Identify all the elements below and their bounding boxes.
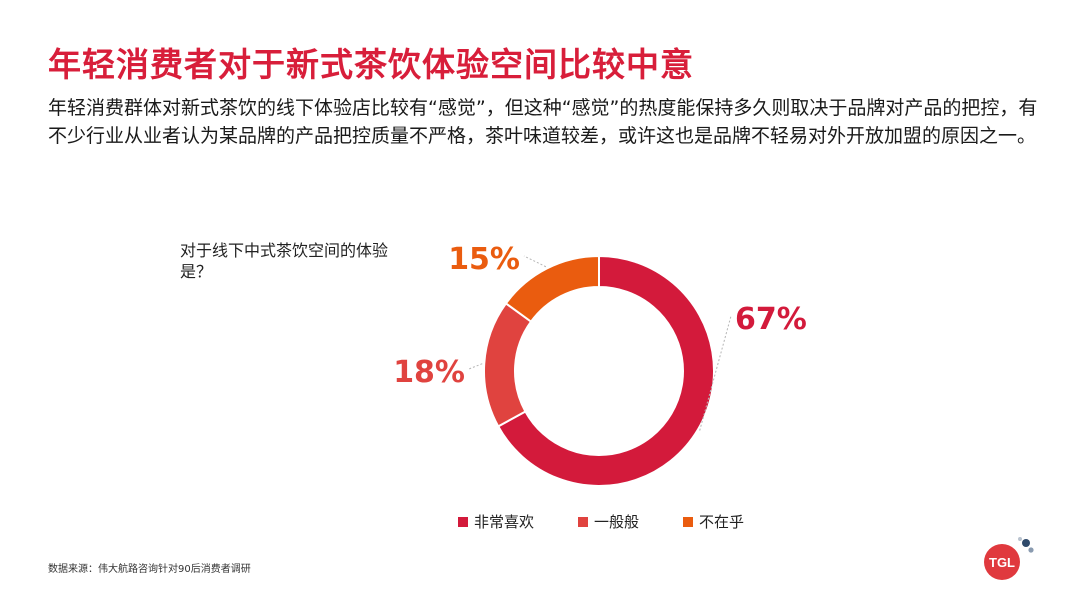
legend-swatch-very-like [458, 516, 468, 527]
value-label-average: 18% [393, 355, 465, 390]
slice-very-like [496, 254, 715, 487]
legend-item: 一般般 [578, 511, 639, 532]
chart-question: 对于线下中式茶饮空间的体验是？ [180, 241, 389, 281]
value-label-very-like: 67% [735, 302, 807, 337]
tgl-logo: TGL [984, 537, 1034, 580]
leader-line [523, 255, 547, 268]
data-source-note: 数据来源：伟大航路咨询针对90后消费者调研 [48, 564, 251, 575]
legend-label: 一般般 [594, 513, 640, 531]
legend-swatch-average [578, 516, 589, 527]
legend-label: 非常喜欢 [474, 513, 535, 531]
legend-swatch-dont-care [683, 516, 694, 527]
slice-average [483, 302, 533, 428]
leader-line [468, 363, 483, 370]
description-text: 年轻消费群体对新式茶饮的线下体验店比较有“感觉”，但这种“感觉”的热度能保持多久… [48, 97, 1038, 147]
value-label-dont-care: 15% [448, 242, 520, 277]
legend-item: 非常喜欢 [458, 511, 534, 532]
slice-dont-care [504, 254, 600, 324]
chart-legend: 非常喜欢 一般般 不在乎 [458, 511, 744, 532]
legend-label: 不在乎 [699, 513, 745, 531]
svg-text:TGL: TGL [989, 555, 1015, 570]
legend-item: 不在乎 [683, 511, 744, 532]
page-title: 年轻消费者对于新式茶饮体验空间比较中意 [48, 45, 694, 84]
